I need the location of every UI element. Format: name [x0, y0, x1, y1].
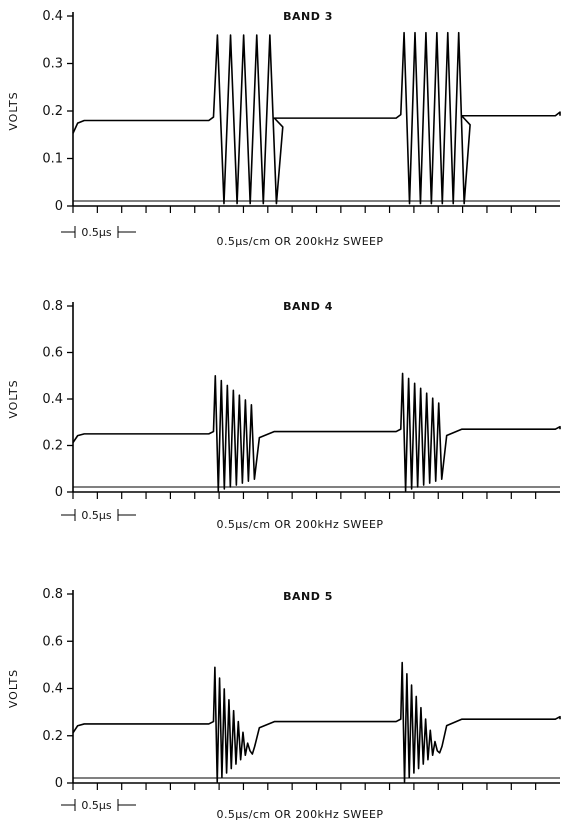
y-tick-label: 0.4 — [42, 9, 63, 24]
y-tick-label: 0.2 — [42, 439, 63, 454]
y-tick-label: 0 — [55, 199, 63, 214]
chart-panel-5: BAND 5 VOLTS 0 0.2 0.4 0.6 0.8 0.5μs 0.5μs/cm OR… — [7, 587, 561, 821]
y-tick-label: 0.3 — [42, 57, 63, 72]
y-tick-label: 0.4 — [42, 682, 63, 697]
y-tick-label: 0.8 — [42, 299, 63, 314]
x-axis-caption: 0.5μs/cm OR 200kHz SWEEP — [217, 235, 384, 248]
chart-panel-4: BAND 4 VOLTS 0 0.2 0.4 0.6 0.8 0.5μs 0.5μs/cm OR… — [7, 299, 561, 531]
waveform-trace — [72, 372, 561, 492]
chart-panel-3: BAND 3 VOLTS 0 0.1 0.2 0.3 0.4 0.5μs 0.5μs/cm OR… — [7, 9, 561, 248]
y-tick-label: 0.6 — [42, 634, 63, 649]
y-tick-label: 0.2 — [42, 729, 63, 744]
y-axis-label: VOLTS — [7, 91, 20, 130]
y-tick-label: 0.4 — [42, 392, 63, 407]
y-tick-label: 0.8 — [42, 587, 63, 602]
chart-title: BAND 3 — [283, 10, 333, 23]
time-scale-marker: 0.5μs — [81, 799, 111, 812]
time-scale-marker: 0.5μs — [81, 509, 111, 522]
y-tick-label: 0.1 — [42, 152, 63, 167]
chart-title: BAND 4 — [283, 300, 333, 313]
y-axis-label: VOLTS — [7, 379, 20, 418]
chart-title: BAND 5 — [283, 590, 333, 603]
y-tick-label: 0.6 — [42, 346, 63, 361]
time-scale-marker: 0.5μs — [81, 226, 111, 239]
y-tick-label: 0 — [55, 485, 63, 500]
x-axis-caption: 0.5μs/cm OR 200kHz SWEEP — [217, 808, 384, 821]
x-axis-caption: 0.5μs/cm OR 200kHz SWEEP — [217, 518, 384, 531]
waveform-trace — [72, 661, 561, 783]
y-tick-label: 0.2 — [42, 104, 63, 119]
y-tick-label: 0 — [55, 776, 63, 791]
waveform-trace — [72, 31, 561, 205]
y-axis-label: VOLTS — [7, 669, 20, 708]
